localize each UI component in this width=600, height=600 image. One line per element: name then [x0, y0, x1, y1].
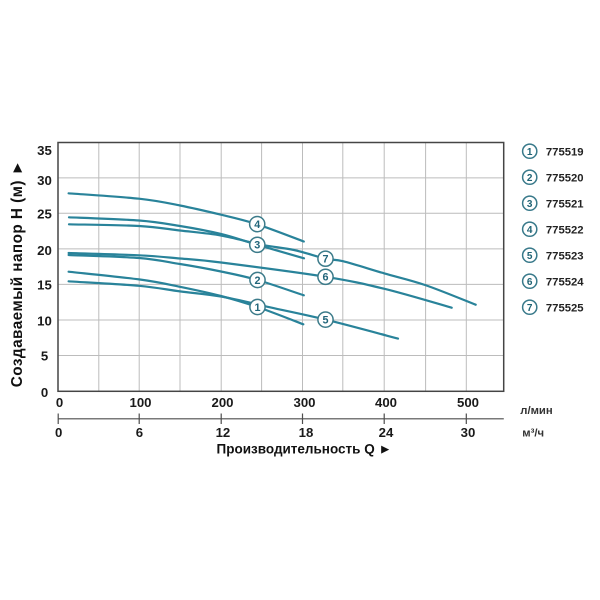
svg-text:775520: 775520: [546, 172, 584, 184]
svg-text:775525: 775525: [546, 302, 584, 314]
svg-text:5: 5: [322, 315, 328, 327]
svg-text:1: 1: [527, 147, 533, 158]
svg-text:7: 7: [322, 254, 328, 266]
svg-text:6: 6: [322, 272, 328, 284]
svg-text:7: 7: [527, 303, 533, 314]
svg-text:3: 3: [254, 240, 260, 252]
svg-text:35: 35: [37, 143, 52, 158]
svg-text:30: 30: [37, 173, 52, 188]
svg-text:24: 24: [379, 425, 394, 440]
svg-text:100: 100: [129, 395, 151, 410]
svg-text:м³/ч: м³/ч: [522, 428, 544, 440]
svg-text:4: 4: [254, 219, 260, 231]
svg-text:775519: 775519: [546, 146, 584, 158]
svg-text:775524: 775524: [546, 276, 584, 288]
svg-text:5: 5: [527, 251, 533, 262]
svg-text:л/мин: л/мин: [520, 405, 553, 417]
svg-text:775522: 775522: [546, 224, 584, 236]
svg-text:10: 10: [37, 313, 52, 328]
svg-text:200: 200: [211, 395, 233, 410]
svg-text:18: 18: [299, 425, 314, 440]
svg-text:Создаваемый напор Н (м) ►: Создаваемый напор Н (м) ►: [9, 160, 26, 387]
svg-text:Производительность Q ►: Производительность Q ►: [217, 441, 392, 456]
svg-text:25: 25: [37, 207, 52, 222]
svg-text:0: 0: [56, 395, 63, 410]
svg-text:12: 12: [216, 425, 231, 440]
svg-text:20: 20: [37, 243, 52, 258]
svg-text:4: 4: [527, 225, 533, 236]
svg-text:5: 5: [41, 349, 48, 364]
svg-text:0: 0: [55, 425, 62, 440]
svg-text:500: 500: [457, 395, 479, 410]
svg-text:1: 1: [254, 302, 260, 314]
svg-text:3: 3: [527, 199, 533, 210]
svg-text:300: 300: [293, 395, 315, 410]
svg-text:15: 15: [37, 277, 52, 292]
svg-text:2: 2: [527, 173, 533, 184]
svg-text:775521: 775521: [546, 198, 584, 210]
svg-text:0: 0: [41, 385, 48, 400]
svg-text:6: 6: [136, 425, 143, 440]
svg-text:400: 400: [375, 395, 397, 410]
svg-text:6: 6: [527, 277, 533, 288]
svg-text:2: 2: [254, 275, 260, 287]
svg-text:775523: 775523: [546, 250, 584, 262]
svg-text:30: 30: [461, 425, 476, 440]
